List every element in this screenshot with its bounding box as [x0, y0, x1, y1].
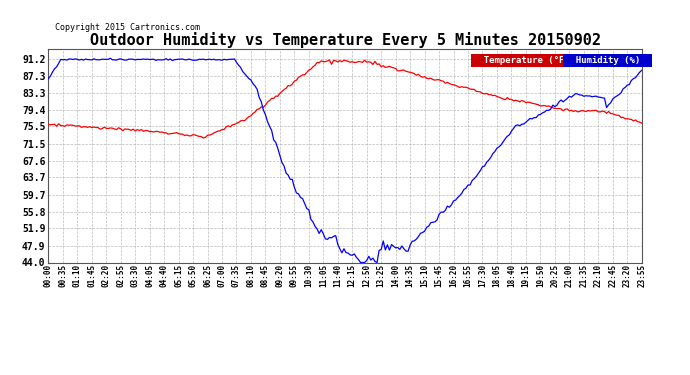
Text: Copyright 2015 Cartronics.com: Copyright 2015 Cartronics.com: [55, 23, 200, 32]
Text: Humidity (%): Humidity (%): [564, 56, 651, 65]
Title: Outdoor Humidity vs Temperature Every 5 Minutes 20150902: Outdoor Humidity vs Temperature Every 5 …: [90, 32, 600, 48]
Text: Temperature (°F): Temperature (°F): [473, 56, 580, 65]
